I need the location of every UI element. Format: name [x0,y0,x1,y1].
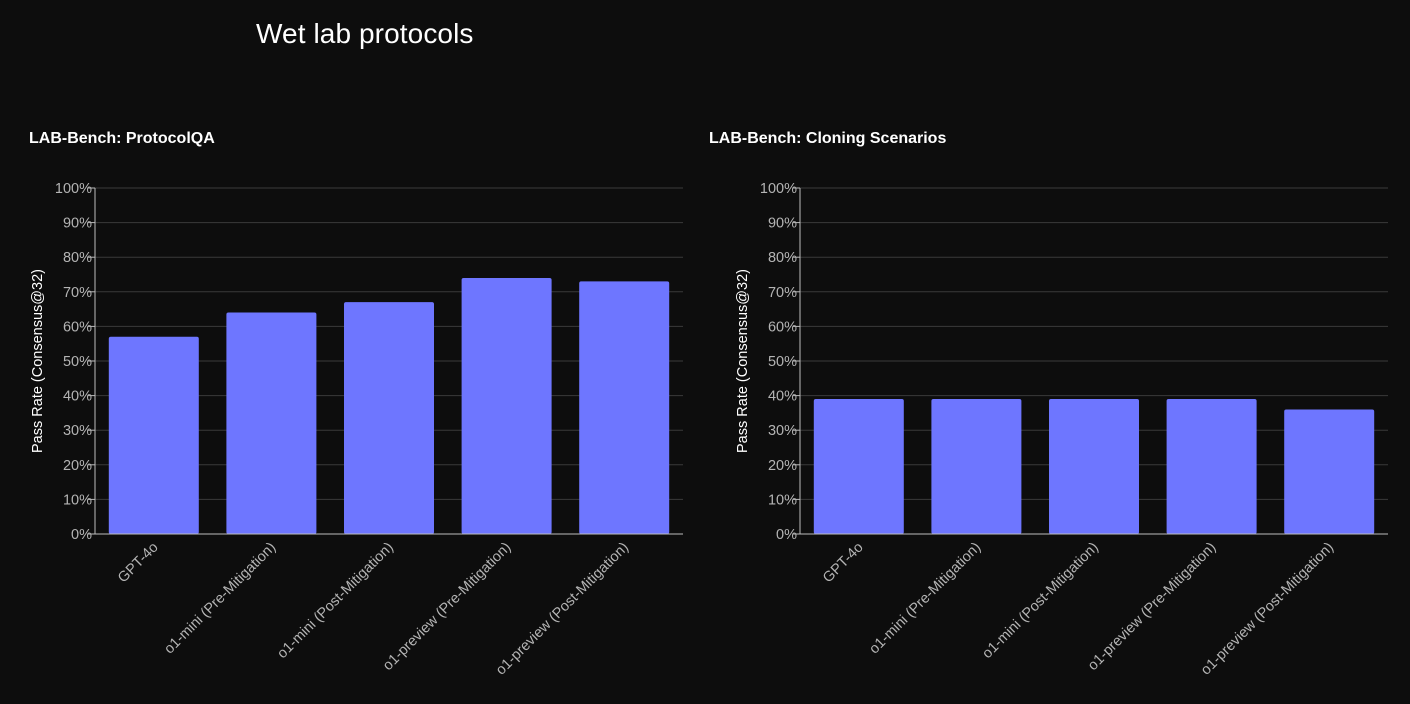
protocolqa-x-tick-label-o1-preview-post-mitigation: o1-preview (Post-Mitigation) [493,540,632,679]
chart-title-cloning-scenarios: LAB-Bench: Cloning Scenarios [709,130,947,147]
cloning-bar-o1-mini-post-mitigation [1049,399,1139,534]
protocolqa-y-tick-label: 80% [63,250,92,266]
protocolqa-bar-gpt-4o [108,336,199,534]
protocolqa-y-tick-label: 0% [71,527,92,543]
cloning-y-tick-label: 60% [768,319,797,335]
cloning-y-tick-label: 100% [760,181,797,197]
cloning-y-tick-label: 90% [768,216,797,232]
protocolqa-x-tick-label-o1-mini-pre-mitigation: o1-mini (Pre-Mitigation) [161,540,279,658]
protocolqa-y-tick-label: 10% [63,492,92,508]
cloning-x-tick-label-gpt-4o: GPT-4o [820,540,867,587]
cloning-bar-gpt-4o [813,399,904,534]
cloning-x-tick-label-o1-mini-pre-mitigation: o1-mini (Pre-Mitigation) [866,540,984,658]
protocolqa-x-tick-label-o1-preview-pre-mitigation: o1-preview (Pre-Mitigation) [380,540,514,674]
cloning-y-axis-title: Pass Rate (Consensus@32) [735,269,751,453]
protocolqa-y-axis-title: Pass Rate (Consensus@32) [30,269,46,453]
protocolqa-bar-o1-preview-post-mitigation [579,281,670,534]
protocolqa-y-tick-label: 100% [55,181,92,197]
cloning-y-tick-label: 80% [768,250,797,266]
page-title: Wet lab protocols [256,18,474,49]
chart-title-protocolqa: LAB-Bench: ProtocolQA [29,130,215,147]
protocolqa-y-tick-label: 50% [63,354,92,370]
cloning-y-tick-label: 50% [768,354,797,370]
protocolqa-y-tick-label: 30% [63,423,92,439]
cloning-y-tick-label: 10% [768,492,797,508]
protocolqa-y-tick-label: 20% [63,458,92,474]
protocolqa-y-tick-label: 70% [63,285,92,301]
cloning-bar-o1-preview-pre-mitigation [1166,399,1257,534]
protocolqa-y-tick-label: 90% [63,216,92,232]
cloning-scenarios-bar-chart: 0%10%20%30%40%50%60%70%80%90%100%GPT-4o o… [735,181,1388,679]
protocolqa-bar-o1-mini-pre-mitigation [226,312,317,534]
cloning-x-tick-label-o1-preview-pre-mitigation: o1-preview (Pre-Mitigation) [1085,540,1219,674]
cloning-bar-o1-preview-post-mitigation [1284,409,1375,534]
protocolqa-y-tick-label: 60% [63,319,92,335]
protocolqa-y-tick-label: 40% [63,389,92,405]
protocolqa-bar-chart: 0%10%20%30%40%50%60%70%80%90%100%GPT-4o o… [30,181,683,679]
cloning-x-tick-label-o1-preview-post-mitigation: o1-preview (Post-Mitigation) [1198,540,1337,679]
cloning-bar-o1-mini-pre-mitigation [931,399,1022,534]
protocolqa-bar-o1-preview-pre-mitigation [461,277,552,534]
cloning-y-tick-label: 0% [776,527,797,543]
cloning-y-tick-label: 70% [768,285,797,301]
cloning-x-tick-label-o1-mini-post-mitigation: o1-mini (Post-Mitigation) [979,540,1101,662]
cloning-y-tick-label: 30% [768,423,797,439]
cloning-y-tick-label: 20% [768,458,797,474]
cloning-y-tick-label: 40% [768,389,797,405]
protocolqa-x-tick-label-gpt-4o: GPT-4o [115,540,162,587]
protocolqa-x-tick-label-o1-mini-post-mitigation: o1-mini (Post-Mitigation) [274,540,396,662]
protocolqa-bar-o1-mini-post-mitigation [344,302,434,534]
